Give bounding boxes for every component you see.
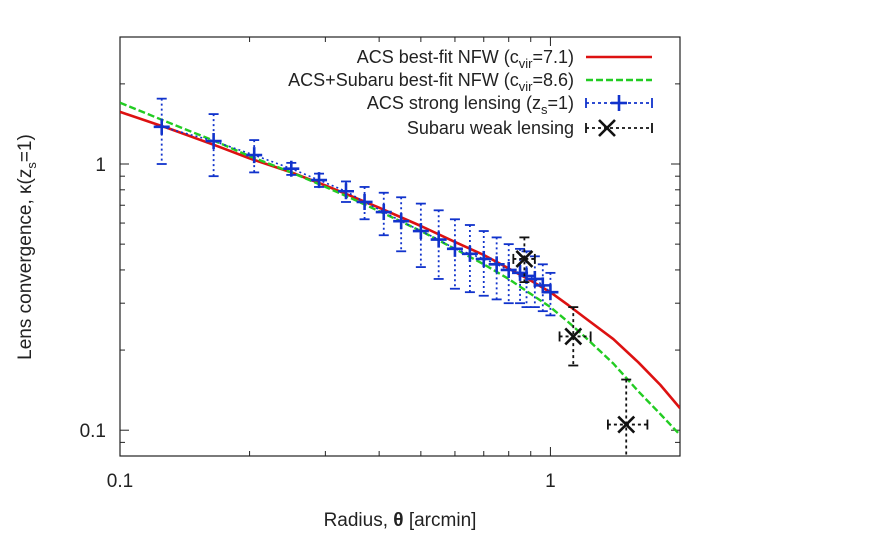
subaru-point-b	[617, 415, 636, 434]
series-2	[153, 97, 559, 317]
nfw-acs-subaru-curve	[120, 101, 680, 436]
legend-label-sub: vir	[519, 79, 533, 94]
plot-frame	[119, 36, 681, 457]
nfw-acs-curve	[120, 110, 680, 410]
legend-label-sub: s	[541, 102, 548, 117]
y-tick-label: 0.1	[80, 421, 106, 442]
legend: ACS best-fit NFW (cvir=7.1)ACS+Subaru be…	[288, 47, 653, 138]
y-tick-label: 1	[95, 155, 106, 176]
legend-x-marker-b	[598, 119, 616, 137]
subaru-point-b	[564, 327, 583, 346]
legend-label-2: ACS strong lensing (zs=1)	[367, 93, 574, 117]
legend-label-main: ACS strong lensing (z	[367, 93, 541, 113]
axis-ticks: 0.1 1 0.1 1	[80, 36, 681, 492]
series-3	[512, 236, 649, 456]
legend-label-main: Subaru weak lensing	[407, 118, 574, 138]
x-axis-label: Radius, θ [arcmin]	[324, 510, 477, 531]
acs-connector	[161, 126, 551, 293]
legend-label-tail: =1)	[547, 93, 574, 113]
subaru-point-b	[515, 249, 534, 268]
legend-label-main: ACS+Subaru best-fit NFW (c	[288, 70, 519, 90]
y-axis-label: Lens convergence, κ(zs=1)	[15, 134, 39, 360]
legend-label-0: ACS best-fit NFW (cvir=7.1)	[357, 47, 574, 71]
legend-label-1: ACS+Subaru best-fit NFW (cvir=8.6)	[288, 70, 574, 94]
x-tick-label: 0.1	[107, 471, 133, 492]
x-tick-label: 1	[545, 471, 556, 492]
legend-label-tail: =8.6)	[532, 70, 574, 90]
legend-label-3: Subaru weak lensing	[407, 118, 574, 138]
legend-label-sub: vir	[519, 56, 533, 71]
legend-label-main: ACS best-fit NFW (c	[357, 47, 519, 67]
series-layer	[120, 97, 680, 456]
series-0	[120, 110, 680, 410]
series-1	[120, 101, 680, 436]
legend-label-tail: =7.1)	[532, 47, 574, 67]
